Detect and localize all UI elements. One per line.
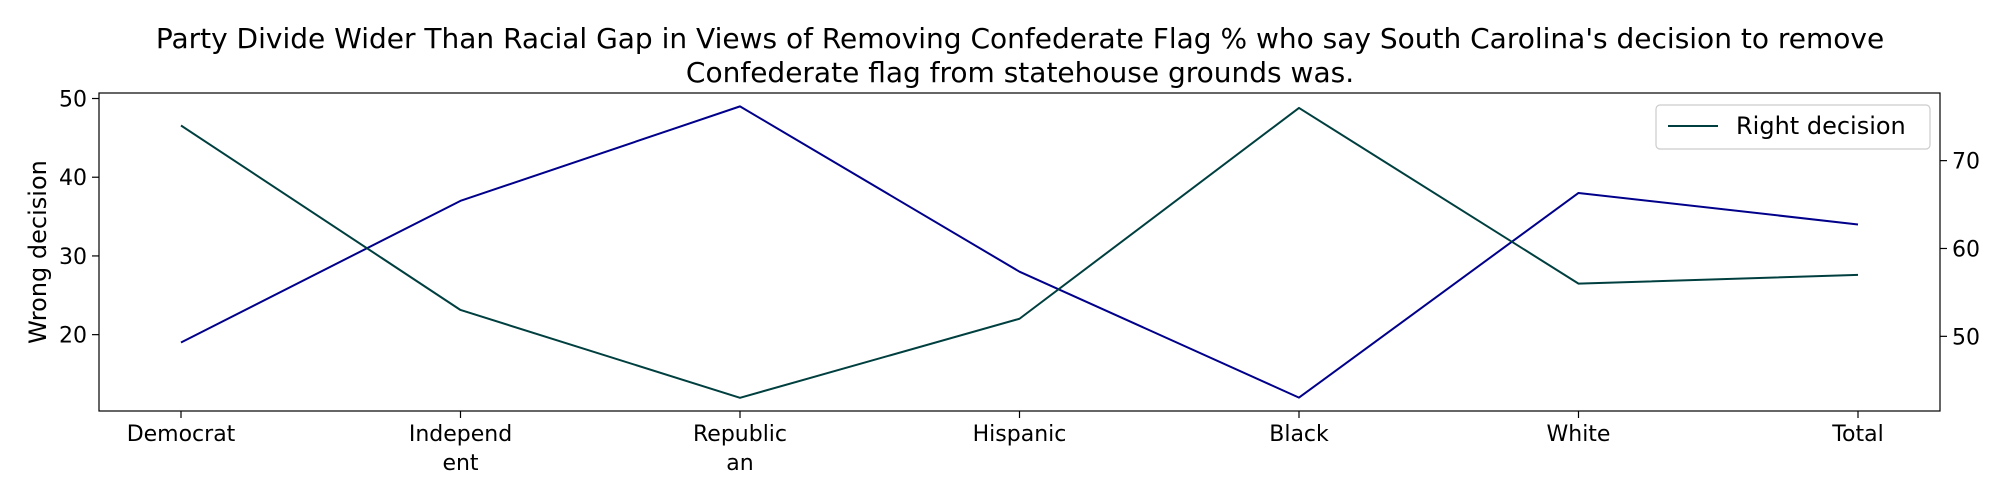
series-lines [180, 105, 1859, 399]
right-tick-label: 50 [1952, 325, 1980, 350]
series-line-right-decision [180, 106, 1859, 399]
x-axis-ticks: Democrat Independ ent Republic an Hispanic Bla… [127, 411, 1884, 476]
x-tick-label: Total [1831, 422, 1883, 447]
left-tick-label: 30 [59, 245, 87, 270]
x-tick-label: Democrat [127, 422, 236, 447]
x-tick-label: Black [1269, 422, 1329, 447]
x-tick-label: Republic [693, 422, 787, 447]
legend-label-right-decision: Right decision [1736, 112, 1906, 140]
chart-title-line-1: Party Divide Wider Than Racial Gap in Vi… [156, 22, 1884, 55]
y-axis-label-left: Wrong decision [24, 160, 52, 344]
left-tick-label: 50 [59, 88, 87, 113]
right-tick-label: 60 [1952, 237, 1980, 262]
series-line-wrong-decision [180, 105, 1859, 399]
x-tick-label: an [726, 451, 753, 476]
chart-title: Party Divide Wider Than Racial Gap in Vi… [156, 22, 1884, 89]
left-tick-label: 20 [59, 324, 87, 349]
x-tick-label: Hispanic [973, 422, 1067, 447]
right-tick-label: 70 [1952, 150, 1980, 175]
x-tick-label: Independ [409, 422, 512, 447]
x-tick-label: ent [442, 451, 478, 476]
chart-title-line-2: Confederate flag from statehouse grounds… [686, 56, 1354, 89]
x-tick-label: White [1547, 422, 1611, 447]
right-axis-ticks: 50 60 70 [1940, 150, 1980, 350]
legend-box [1655, 104, 1931, 150]
legend: Right decision [1655, 104, 1931, 150]
left-axis-ticks: 20 30 40 50 [59, 88, 99, 349]
left-tick-label: 40 [59, 166, 87, 191]
